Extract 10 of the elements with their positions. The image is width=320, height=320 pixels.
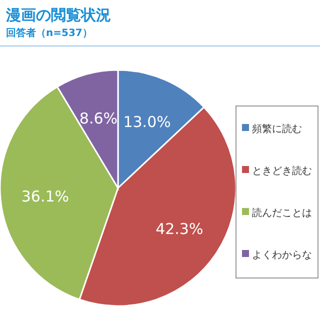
legend-label: 読んだことは [252,207,312,219]
legend-label: 頻繁に読む [252,123,302,135]
legend-label: よくわからな [252,250,312,261]
chart-title: 漫画の閲覧状況 [5,6,111,24]
data-label: 8.6% [79,109,118,128]
chart-subtitle: 回答者（n=537） [6,27,92,39]
data-label: 36.1% [21,188,70,206]
data-label: 42.3% [156,220,204,238]
data-label: 13.0% [123,112,171,131]
legend-label: ときどき読む [252,165,312,177]
